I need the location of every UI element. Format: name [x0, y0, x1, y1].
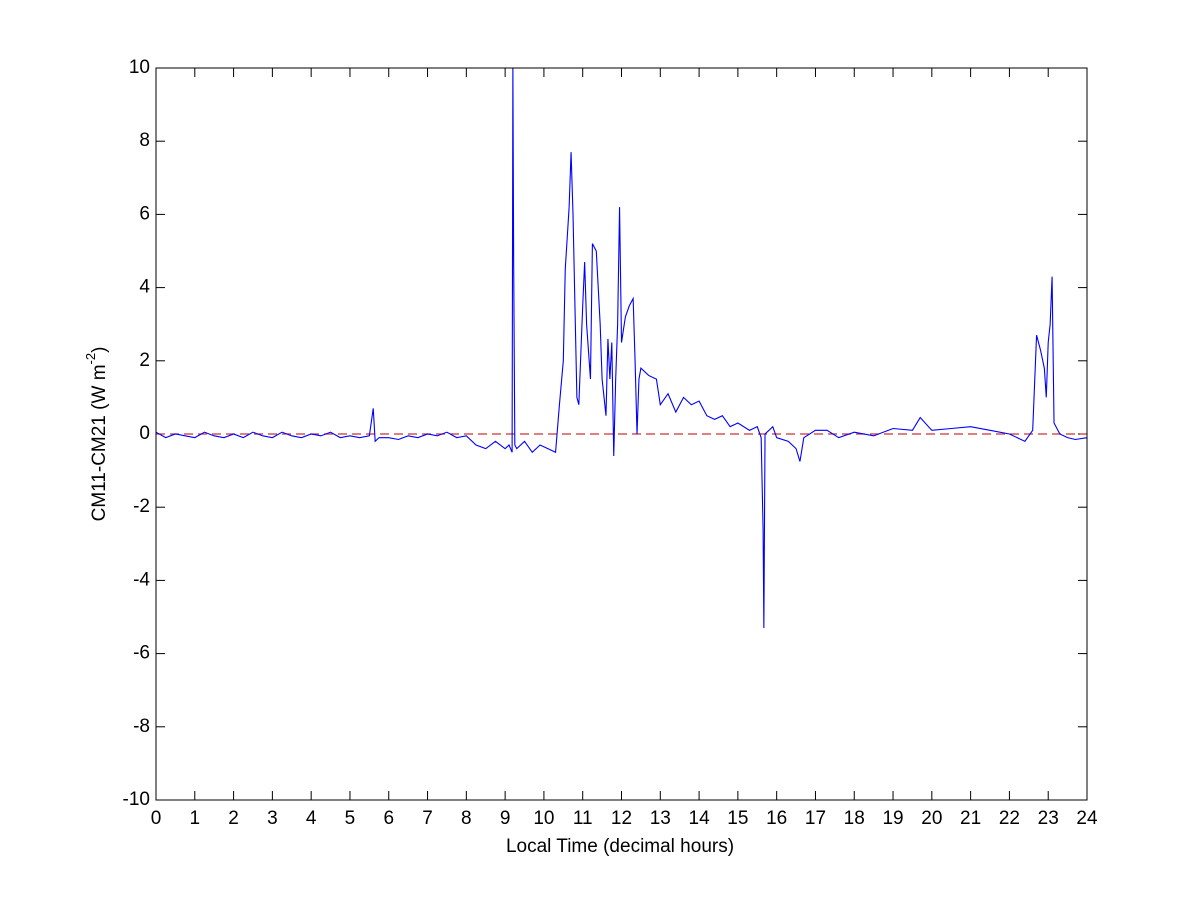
x-tick-label: 17: [805, 808, 826, 829]
x-tick-label: 0: [151, 808, 162, 829]
x-tick-label: 19: [882, 808, 903, 829]
y-axis-label: CM11-CM21 (W m-2): [83, 347, 110, 522]
x-tick-label: 22: [999, 808, 1020, 829]
y-tick-label: -6: [133, 643, 150, 664]
x-tick-label: 8: [461, 808, 472, 829]
x-tick-label: 7: [422, 808, 433, 829]
y-tick-label: 6: [139, 203, 150, 224]
x-tick-label: 3: [267, 808, 278, 829]
x-tick-label: 16: [766, 808, 787, 829]
x-tick-label: 20: [921, 808, 942, 829]
y-tick-label: -10: [123, 789, 150, 810]
x-tick-label: 2: [228, 808, 239, 829]
y-label-suffix: ): [89, 347, 110, 353]
y-tick-label: 0: [139, 423, 150, 444]
x-tick-label: 10: [533, 808, 554, 829]
x-tick-label: 15: [727, 808, 748, 829]
x-tick-label: 11: [573, 808, 593, 829]
x-tick-label: 1: [190, 808, 201, 829]
x-tick-label: 14: [689, 808, 711, 829]
x-tick-label: 18: [844, 808, 865, 829]
x-tick-label: 6: [383, 808, 394, 829]
y-label-text: CM11-CM21 (W m: [89, 364, 110, 521]
plot-frame: [155, 67, 1088, 801]
y-tick-label: 2: [139, 350, 150, 371]
y-tick-label: -8: [133, 716, 150, 737]
x-tick-label: 5: [345, 808, 356, 829]
x-tick-label: 23: [1038, 808, 1059, 829]
y-tick-label: -4: [133, 569, 150, 590]
x-axis-label: Local Time (decimal hours): [506, 836, 734, 857]
y-tick-label: 4: [139, 277, 150, 298]
x-tick-label: 12: [611, 808, 632, 829]
y-tick-label: 8: [139, 130, 150, 151]
x-tick-label: 4: [306, 808, 317, 829]
y-label-superscript: -2: [83, 353, 98, 365]
x-tick-label: 13: [650, 808, 671, 829]
x-tick-label: 21: [960, 808, 981, 829]
y-tick-label: 10: [129, 57, 150, 78]
data-line: [155, 67, 1088, 628]
y-tick-label: -2: [133, 496, 150, 517]
x-tick-label: 24: [1076, 808, 1098, 829]
x-tick-label: 9: [500, 808, 511, 829]
